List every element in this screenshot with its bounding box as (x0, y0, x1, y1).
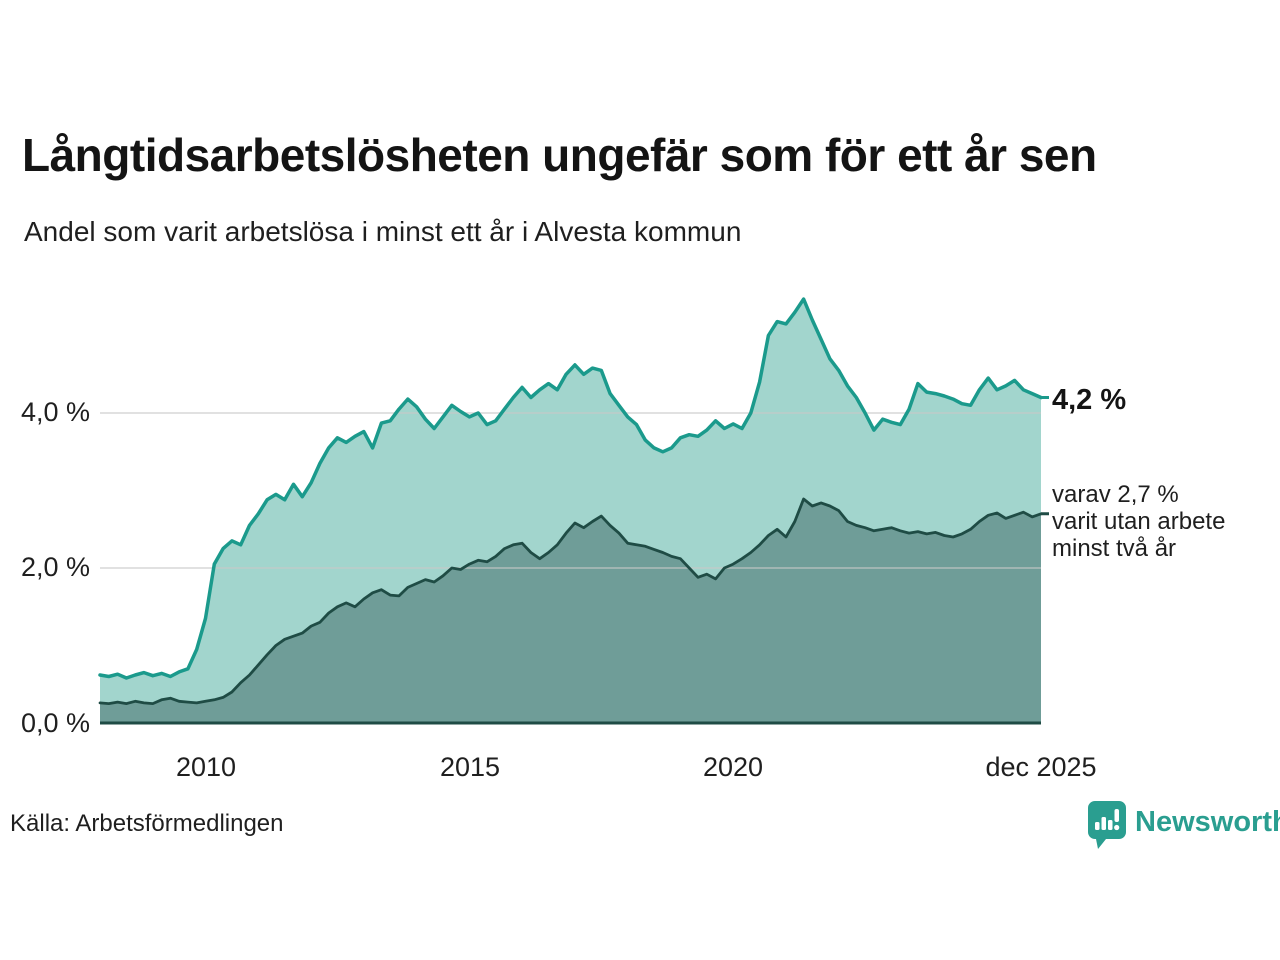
latest-value-label: 4,2 % (1052, 384, 1127, 416)
secondary-series-label: varav 2,7 % varit utan arbete minst två … (1052, 481, 1225, 562)
page-subtitle: Andel som varit arbetslösa i minst ett å… (24, 216, 742, 247)
y-tick-0: 0,0 % (20, 708, 90, 738)
x-tick-2010: 2010 (175, 752, 237, 782)
secondary-series-label-line1: varav 2,7 % (1052, 481, 1179, 508)
newsworthy-chart-bubble-icon (1087, 800, 1127, 857)
y-tick-2: 2,0 % (20, 552, 90, 582)
x-tick-2020: 2020 (702, 752, 764, 782)
x-tick-2015: 2015 (439, 752, 501, 782)
page-title: Långtidsarbetslösheten ungefär som för e… (22, 129, 1097, 181)
secondary-series-label-line3: minst två år (1052, 535, 1177, 562)
brand-name: Newsworthy (1135, 806, 1280, 838)
x-tick-dec2025: dec 2025 (985, 752, 1097, 782)
y-tick-4: 4,0 % (20, 397, 90, 427)
secondary-series-label-line2: varit utan arbete (1052, 508, 1226, 535)
source-credit: Källa: Arbetsförmedlingen (10, 810, 284, 837)
brand-logo: Newsworthy (1087, 800, 1280, 857)
